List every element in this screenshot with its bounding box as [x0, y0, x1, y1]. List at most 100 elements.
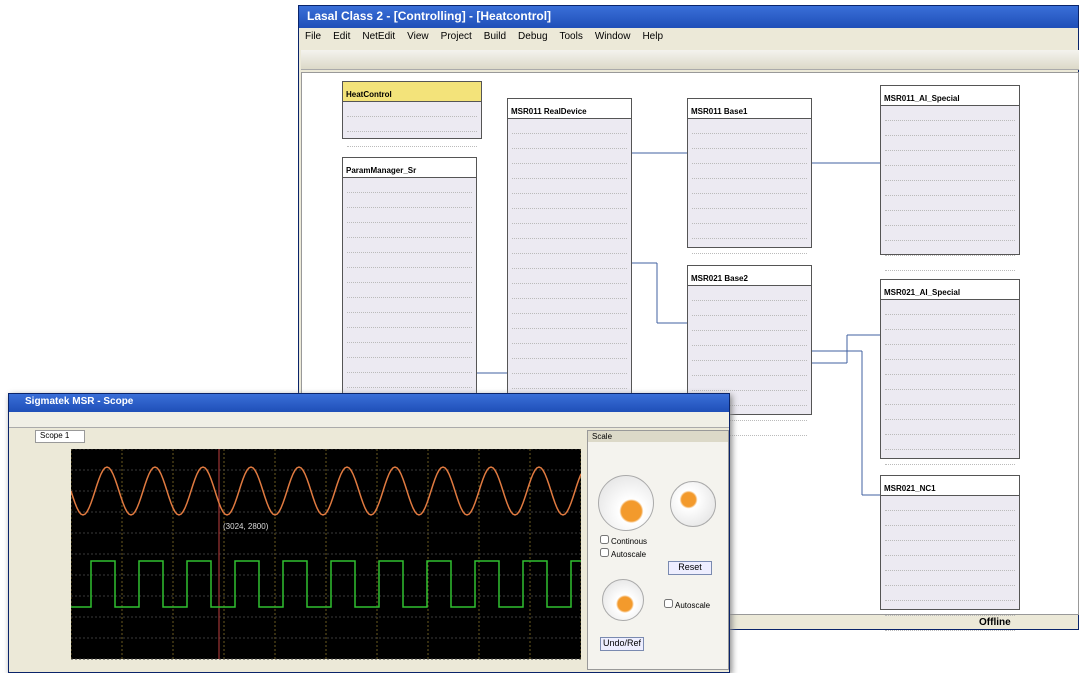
port-row [885, 241, 1015, 256]
option-label: Continous [611, 537, 648, 546]
undo-button[interactable]: Undo/Ref [600, 637, 644, 651]
block-title: MSR011 Base1 [688, 99, 811, 119]
port-row [512, 299, 627, 314]
port-row [885, 330, 1015, 345]
port-row [885, 121, 1015, 136]
port-row [692, 316, 807, 331]
port-row [885, 211, 1015, 226]
menu-item[interactable]: Tools [559, 31, 583, 42]
autoscale-option[interactable]: Autoscale [664, 599, 710, 610]
function-block[interactable]: ParamManager_Sr [342, 157, 477, 418]
menu-item[interactable]: NetEdit [362, 31, 396, 42]
tab-label: Scope 1 [40, 431, 70, 440]
port-row [885, 435, 1015, 450]
menu-item[interactable]: Edit [333, 31, 351, 42]
function-block[interactable]: MSR021_AI_Special [880, 279, 1020, 480]
port-row [885, 526, 1015, 541]
function-block[interactable]: MSR021 Base2 [687, 265, 812, 436]
knob[interactable] [598, 475, 654, 531]
port-row [885, 360, 1015, 375]
port-row [347, 343, 472, 358]
status-bar: Offline [299, 616, 1078, 631]
port-row [885, 375, 1015, 390]
function-block[interactable]: MSR021_NC1 [880, 475, 1020, 631]
tab[interactable]: Scope 1 [35, 430, 85, 443]
port-row [347, 178, 472, 193]
checkbox[interactable] [664, 599, 673, 608]
port-row [512, 119, 627, 134]
port-row [885, 166, 1015, 181]
function-block[interactable]: MSR011 Base1 [687, 98, 812, 269]
toolbar [301, 50, 1079, 70]
port-row [692, 119, 807, 134]
port-row [347, 102, 477, 117]
function-block[interactable]: HeatControl [342, 81, 482, 147]
title-bar: Sigmatek MSR - Scope [9, 394, 729, 412]
port-row [692, 406, 807, 421]
checkbox[interactable] [600, 535, 609, 544]
port-row [512, 254, 627, 269]
function-block[interactable]: MSR011_AI_Special [880, 85, 1020, 271]
window-title: Sigmatek MSR - Scope [25, 396, 134, 407]
port-row [692, 376, 807, 391]
port-row [885, 496, 1015, 511]
port-row [692, 179, 807, 194]
port-row [512, 179, 627, 194]
knob[interactable] [602, 579, 644, 621]
option[interactable]: Continous [600, 535, 647, 546]
scope-window: Sigmatek MSR - Scope Scope 1 (3024, 2800… [8, 393, 730, 673]
port-row [885, 315, 1015, 330]
port-row [885, 511, 1015, 526]
port-row [347, 298, 472, 313]
block-title: HeatControl [343, 82, 481, 102]
menu-item[interactable]: Project [440, 31, 472, 42]
port-row [692, 331, 807, 346]
port-row [692, 194, 807, 209]
port-row [347, 193, 472, 208]
port-row [692, 209, 807, 224]
port-row [512, 329, 627, 344]
port-row [885, 616, 1015, 631]
port-row [692, 346, 807, 361]
port-row [692, 391, 807, 406]
port-row [512, 209, 627, 224]
function-block[interactable]: MSR011 RealDevice [507, 98, 632, 419]
port-row [885, 390, 1015, 405]
title-bar: Lasal Class 2 - [Controlling] - [Heatcon… [299, 6, 1078, 28]
port-row [347, 253, 472, 268]
menu-item[interactable]: Window [594, 31, 631, 42]
port-row [885, 586, 1015, 601]
port-row [692, 164, 807, 179]
status-text: Offline [979, 617, 1011, 628]
port-row [347, 208, 472, 223]
port-row [347, 313, 472, 328]
checkbox[interactable] [600, 548, 609, 557]
port-row [885, 256, 1015, 271]
toolbar [9, 412, 729, 428]
port-row [885, 345, 1015, 360]
port-row [885, 106, 1015, 121]
port-row [692, 239, 807, 254]
menu-item[interactable]: Help [642, 31, 664, 42]
menu-item[interactable]: Build [483, 31, 507, 42]
option-label: Autoscale [675, 601, 711, 610]
port-row [347, 358, 472, 373]
port-row [347, 328, 472, 343]
port-row [347, 238, 472, 253]
menu-bar: File Edit NetEdit View Project Build Debug Tool… [305, 31, 663, 47]
option[interactable]: Autoscale [600, 548, 647, 559]
port-row [347, 223, 472, 238]
connections [477, 152, 880, 496]
knob[interactable] [670, 481, 716, 527]
port-row [512, 134, 627, 149]
menu-item[interactable]: Debug [518, 31, 548, 42]
menu-item[interactable]: File [305, 31, 322, 42]
port-row [885, 196, 1015, 211]
port-row [512, 359, 627, 374]
port-row [347, 268, 472, 283]
port-row [512, 164, 627, 179]
port-row [885, 556, 1015, 571]
reset-button[interactable]: Reset [668, 561, 712, 575]
port-row [347, 373, 472, 388]
menu-item[interactable]: View [407, 31, 429, 42]
